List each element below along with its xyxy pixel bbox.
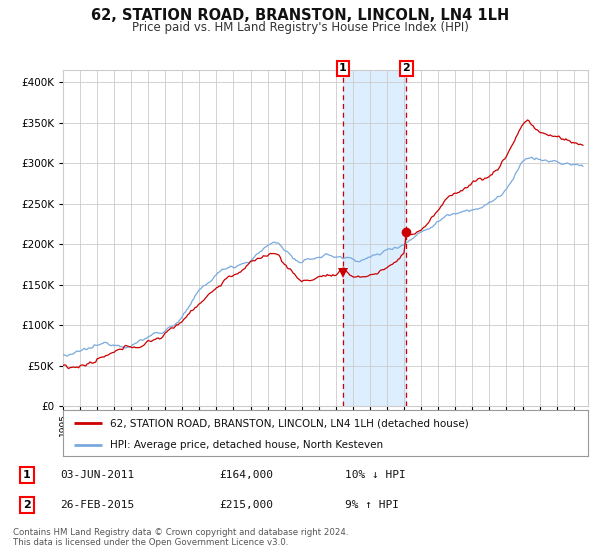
Text: 9% ↑ HPI: 9% ↑ HPI: [345, 500, 399, 510]
Bar: [343, 70, 406, 406]
Text: 26-FEB-2015: 26-FEB-2015: [60, 500, 134, 510]
Text: 1: 1: [339, 63, 347, 73]
Text: 10% ↓ HPI: 10% ↓ HPI: [345, 470, 406, 480]
Text: 62, STATION ROAD, BRANSTON, LINCOLN, LN4 1LH (detached house): 62, STATION ROAD, BRANSTON, LINCOLN, LN4…: [110, 418, 469, 428]
Text: Contains HM Land Registry data © Crown copyright and database right 2024.
This d: Contains HM Land Registry data © Crown c…: [13, 528, 349, 547]
Text: 03-JUN-2011: 03-JUN-2011: [60, 470, 134, 480]
Text: 2: 2: [403, 63, 410, 73]
Text: £215,000: £215,000: [219, 500, 273, 510]
Text: HPI: Average price, detached house, North Kesteven: HPI: Average price, detached house, Nort…: [110, 440, 383, 450]
Text: 62, STATION ROAD, BRANSTON, LINCOLN, LN4 1LH: 62, STATION ROAD, BRANSTON, LINCOLN, LN4…: [91, 8, 509, 24]
Text: 1: 1: [23, 470, 31, 480]
Text: Price paid vs. HM Land Registry's House Price Index (HPI): Price paid vs. HM Land Registry's House …: [131, 21, 469, 34]
Text: £164,000: £164,000: [219, 470, 273, 480]
Text: 2: 2: [23, 500, 31, 510]
